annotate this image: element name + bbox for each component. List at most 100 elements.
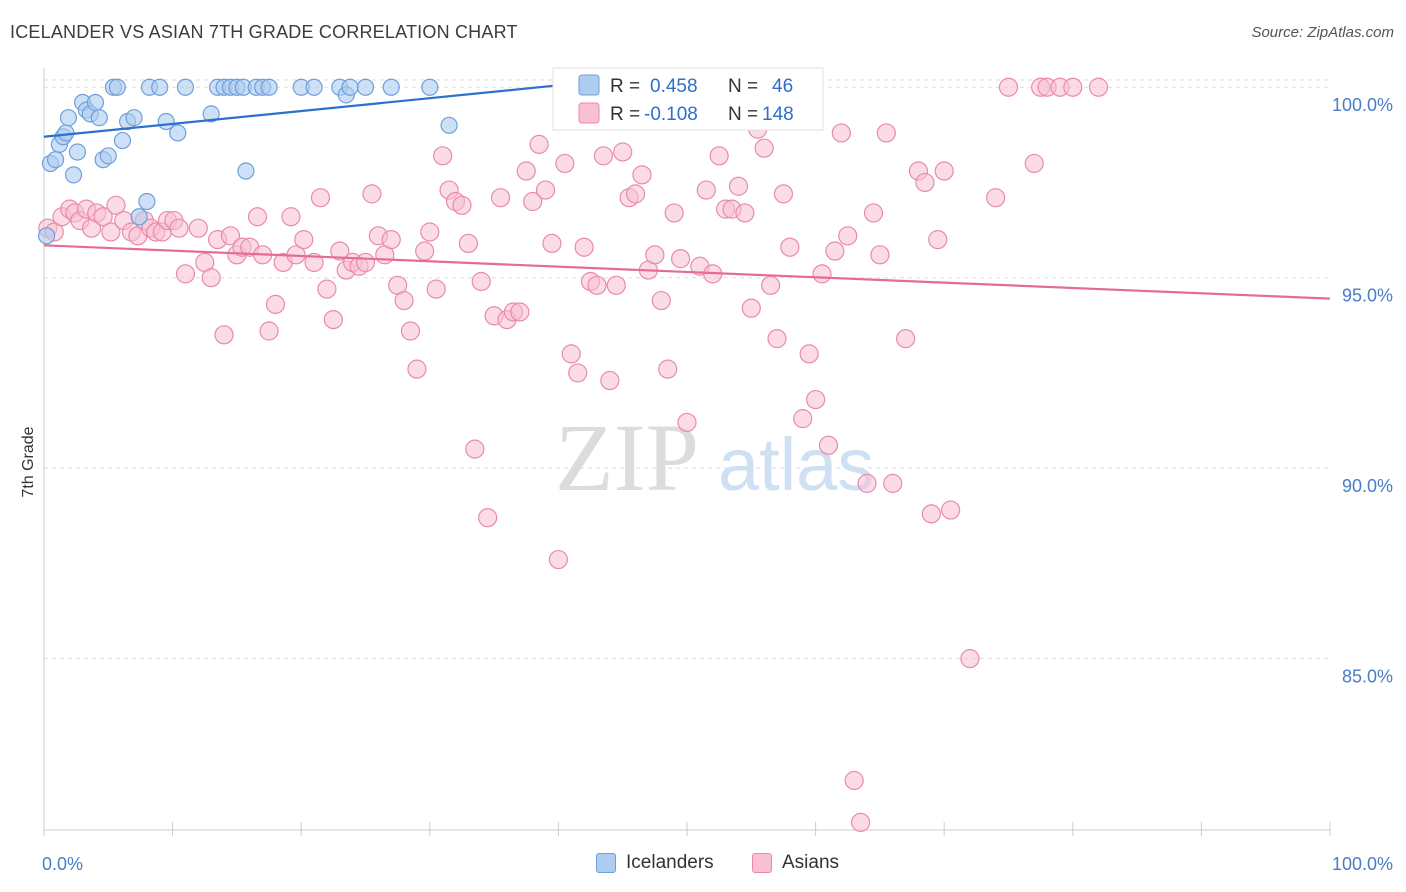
icelander-point <box>305 78 323 96</box>
asian-point <box>574 237 594 257</box>
asian-point <box>394 290 414 311</box>
icelander-point <box>169 124 187 142</box>
asian-point <box>863 203 884 223</box>
icelanders-trend-line <box>43 84 559 138</box>
asian-point <box>471 271 491 292</box>
asian-point <box>188 218 208 238</box>
asian-point <box>458 233 478 254</box>
icelander-point <box>108 78 126 96</box>
asian-point <box>773 184 794 204</box>
asian-point <box>921 504 941 524</box>
legend-r-value-2: -0.108 <box>644 104 698 125</box>
source-label: Source: ZipAtlas.com <box>1251 24 1394 41</box>
asian-point <box>651 290 671 311</box>
asian-point <box>452 195 472 215</box>
icelander-point <box>113 131 132 150</box>
asian-point <box>101 222 121 242</box>
asian-point <box>735 203 755 223</box>
icelander-point <box>356 78 375 96</box>
asian-point <box>542 233 562 254</box>
chart-title: ICELANDER VS ASIAN 7TH GRADE CORRELATION… <box>10 22 518 42</box>
asian-point <box>677 412 697 433</box>
icelander-point <box>202 105 220 123</box>
asian-point <box>825 241 845 261</box>
asian-point <box>658 359 678 379</box>
asian-point <box>876 123 896 143</box>
asian-point <box>632 165 652 185</box>
gridlines <box>44 79 1330 660</box>
legend-n-label-2: N = <box>728 104 758 125</box>
asians-points <box>38 77 1109 832</box>
asian-point <box>831 123 851 143</box>
legend-label-asians: Asians <box>782 852 840 873</box>
asian-point <box>805 389 826 410</box>
legend-swatch-asians <box>578 102 600 124</box>
asian-point <box>857 473 877 493</box>
asian-point <box>934 161 954 181</box>
legend-r-value-1: 0.458 <box>650 76 698 97</box>
stats-legend: R = 0.458 N = 46 R = -0.108 N = 148 <box>552 67 824 131</box>
axes <box>43 68 1331 836</box>
y-tick-label: 85.0% <box>1342 667 1393 687</box>
legend-swatch-icelanders-bottom <box>596 853 616 873</box>
icelander-point <box>440 116 458 134</box>
asian-point <box>433 146 453 166</box>
icelander-point <box>260 78 278 96</box>
asian-point <box>760 275 781 295</box>
asian-point <box>568 363 588 383</box>
asian-point <box>355 252 376 273</box>
asian-point <box>294 229 314 250</box>
asian-point <box>870 245 890 265</box>
asian-point <box>281 207 301 227</box>
asian-point <box>510 302 530 322</box>
asian-point <box>201 268 221 288</box>
asian-point <box>175 264 196 284</box>
asian-point <box>728 176 749 196</box>
asian-point <box>1088 77 1109 97</box>
icelander-point <box>138 192 156 211</box>
asian-point <box>696 180 716 200</box>
watermark-atlas: atlas <box>718 423 874 506</box>
asian-point <box>247 207 268 227</box>
asian-point <box>330 241 350 261</box>
asian-point <box>426 279 446 299</box>
asian-point <box>741 298 761 318</box>
asian-point <box>606 275 626 295</box>
asian-point <box>304 252 324 273</box>
asian-point <box>986 188 1006 208</box>
asian-point <box>851 812 871 832</box>
asian-point <box>265 294 286 314</box>
asian-point <box>465 439 485 459</box>
asian-point <box>106 195 126 215</box>
icelander-point <box>382 78 400 96</box>
asian-point <box>381 229 401 250</box>
asian-point <box>529 134 549 154</box>
asian-point <box>709 146 729 166</box>
asian-point <box>793 409 813 429</box>
asian-point <box>593 146 614 166</box>
icelander-point <box>37 227 56 245</box>
x-tick-label-min: 0.0% <box>42 854 83 874</box>
asian-point <box>780 237 800 257</box>
icelander-point <box>64 166 83 184</box>
asian-point <box>415 241 435 261</box>
asian-point <box>490 188 511 208</box>
icelander-point <box>237 162 255 180</box>
asian-point <box>799 344 819 364</box>
asian-point <box>169 218 189 238</box>
icelander-point <box>90 109 108 127</box>
asian-point <box>1024 153 1044 174</box>
asian-point <box>625 184 646 204</box>
x-tick-label-max: 100.0% <box>1332 854 1393 874</box>
asian-point <box>812 264 832 284</box>
asian-point <box>844 770 864 791</box>
legend-r-label-2: R = <box>610 104 640 125</box>
asian-point <box>310 188 331 208</box>
legend-n-value-1: 46 <box>772 76 793 97</box>
asian-point <box>670 249 691 269</box>
y-axis-label: 7th Grade <box>20 426 37 497</box>
asian-point <box>883 473 903 493</box>
bottom-legend: Icelanders Asians <box>0 852 1406 878</box>
asian-point <box>362 184 382 204</box>
